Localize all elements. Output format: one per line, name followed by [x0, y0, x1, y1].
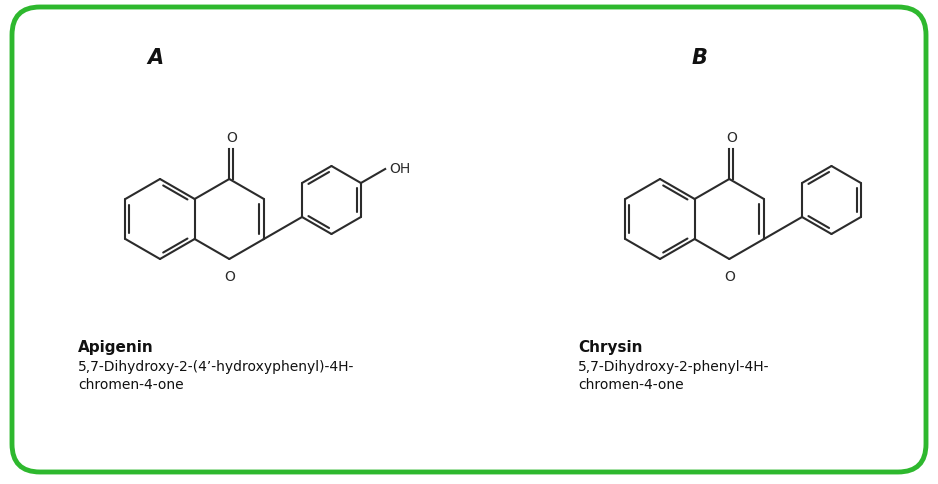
Text: Chrysin: Chrysin: [578, 339, 643, 354]
Text: B: B: [692, 48, 708, 68]
Text: OH: OH: [389, 162, 411, 176]
Text: O: O: [224, 270, 234, 284]
FancyBboxPatch shape: [12, 8, 926, 472]
Text: O: O: [726, 131, 736, 145]
Text: Apigenin: Apigenin: [78, 339, 154, 354]
Text: 5,7-Dihydroxy-2-(4’-hydroxyphenyl)-4H-: 5,7-Dihydroxy-2-(4’-hydroxyphenyl)-4H-: [78, 359, 355, 373]
Text: chromen-4-one: chromen-4-one: [78, 377, 184, 391]
Text: chromen-4-one: chromen-4-one: [578, 377, 684, 391]
Text: O: O: [724, 270, 734, 284]
Text: 5,7-Dihydroxy-2-phenyl-4H-: 5,7-Dihydroxy-2-phenyl-4H-: [578, 359, 769, 373]
Text: O: O: [226, 131, 236, 145]
Text: A: A: [147, 48, 163, 68]
